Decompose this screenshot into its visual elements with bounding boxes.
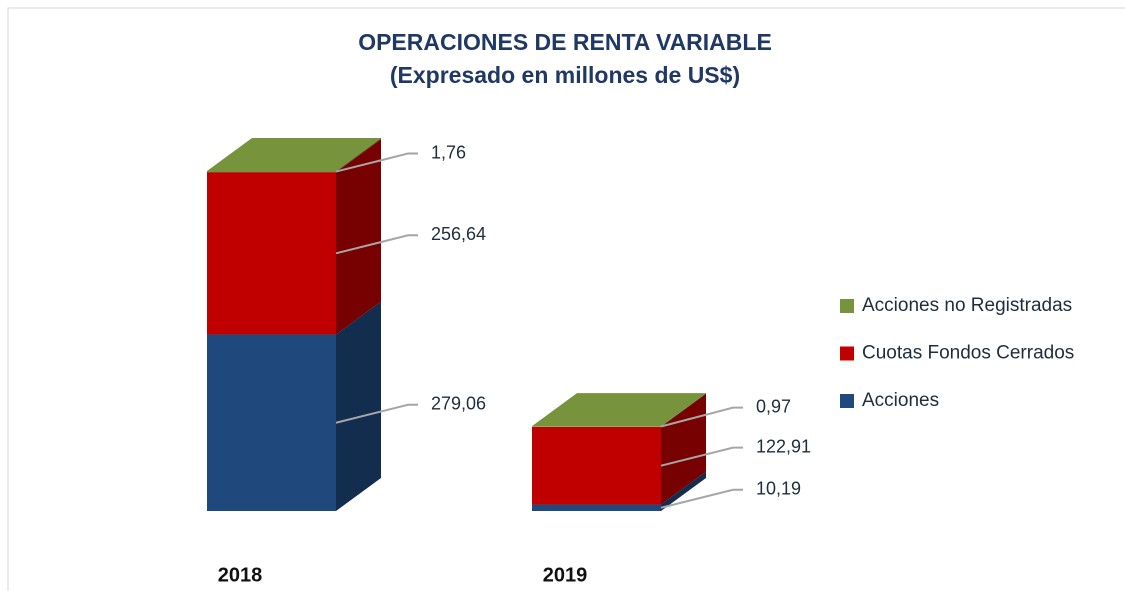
legend-swatch <box>840 299 854 313</box>
bar-side <box>661 393 706 505</box>
x-tick-label: 2019 <box>543 564 588 586</box>
bar-side <box>661 393 706 427</box>
bar-segment <box>532 504 661 511</box>
data-label: 1,76 <box>431 142 466 162</box>
bar-segment <box>207 171 336 173</box>
bar-segment <box>207 334 336 511</box>
bar-segment <box>532 426 661 505</box>
bar-segment <box>207 172 336 335</box>
chart-subtitle: (Expresado en millones de US$) <box>390 62 740 88</box>
leader-line <box>660 446 743 467</box>
leader-line <box>335 234 418 255</box>
bar-side <box>661 471 706 511</box>
bar-side <box>336 139 381 335</box>
leader-line <box>335 152 418 173</box>
bar-top <box>532 393 706 427</box>
bar-side <box>336 301 381 511</box>
legend-label: Acciones <box>862 390 939 411</box>
legend-label: Cuotas Fondos Cerrados <box>862 343 1074 364</box>
data-label: 122,91 <box>756 436 811 456</box>
leader-line <box>660 488 743 509</box>
leader-line <box>660 406 743 428</box>
chart-title: OPERACIONES DE RENTA VARIABLE <box>358 29 772 55</box>
x-tick-label: 2018 <box>218 564 263 586</box>
legend-swatch <box>840 394 854 408</box>
data-label: 0,97 <box>756 396 791 416</box>
data-label: 279,06 <box>431 393 486 413</box>
data-label: 256,64 <box>431 224 486 244</box>
chart-frame <box>7 7 1125 591</box>
legend-label: Acciones no Registradas <box>862 295 1072 316</box>
legend-swatch <box>840 346 854 361</box>
leader-line <box>335 403 418 424</box>
data-label: 10,19 <box>756 479 801 499</box>
bar-segment <box>532 426 661 427</box>
bar-top <box>207 138 381 171</box>
bar-side <box>336 138 381 173</box>
